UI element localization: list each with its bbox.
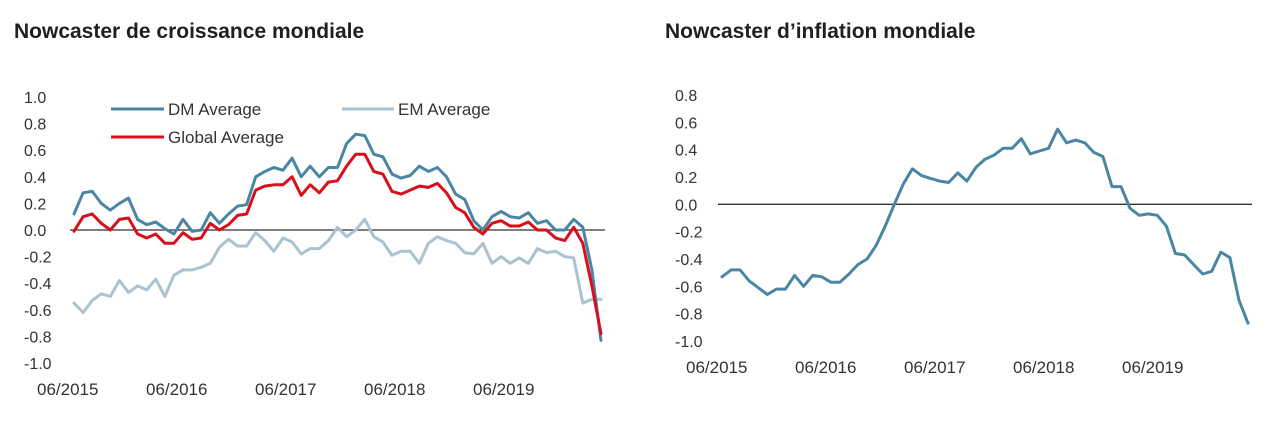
y-tick-label: 0.0 [24, 223, 46, 240]
y-tick-label: -0.2 [24, 250, 52, 267]
y-tick-label: 0.4 [675, 143, 697, 160]
y-tick-label: 0.4 [24, 170, 46, 187]
dm-average-line [72, 132, 603, 342]
em-average-line [72, 217, 603, 314]
global-average-line [72, 152, 603, 336]
x-tick-label: 06/2017 [255, 380, 316, 399]
y-tick-label: -0.8 [675, 307, 703, 324]
growth-chart-title: Nowcaster de croissance mondiale [14, 20, 365, 43]
y-tick-label: 0.6 [24, 143, 46, 160]
legend-em-average-label: EM Average [398, 100, 490, 119]
y-tick-label: -0.2 [675, 225, 703, 242]
x-tick-label: 06/2018 [364, 380, 425, 399]
y-tick-label: -1.0 [675, 334, 703, 351]
legend-dm-average-label: DM Average [168, 100, 261, 119]
y-tick-label: 1.0 [24, 90, 46, 107]
y-tick-label: -0.6 [24, 303, 52, 320]
x-tick-label: 06/2016 [146, 380, 207, 399]
x-tick-label: 06/2019 [1122, 358, 1183, 377]
y-tick-label: 0.6 [675, 115, 697, 132]
y-tick-label: -0.4 [24, 276, 52, 293]
x-tick-label: 06/2016 [795, 358, 856, 377]
x-tick-label: 06/2017 [904, 358, 965, 377]
y-tick-label: 0.0 [675, 197, 697, 214]
y-tick-label: 0.2 [24, 196, 46, 213]
legend-global-average-label: Global Average [168, 128, 284, 147]
y-tick-label: -0.4 [675, 252, 703, 269]
y-tick-label: 0.8 [24, 117, 46, 134]
y-tick-label: -1.0 [24, 356, 52, 373]
x-tick-label: 06/2019 [473, 380, 534, 399]
y-tick-label: -0.8 [24, 329, 52, 346]
y-tick-label: 0.2 [675, 170, 697, 187]
y-tick-label: -0.6 [675, 279, 703, 296]
x-tick-label: 06/2015 [686, 358, 747, 377]
series-line [720, 127, 1250, 325]
growth-nowcaster-chart: 1.0 0.8 0.6 0.4 0.2 0.0 -0.2 -0.4 -0.6 -0.8 -1.0 06… [24, 90, 605, 399]
inflation-chart-title: Nowcaster d’inflation mondiale [665, 20, 976, 43]
x-tick-label: 06/2015 [37, 380, 98, 399]
y-tick-label: 0.8 [675, 88, 697, 105]
x-tick-label: 06/2018 [1013, 358, 1074, 377]
